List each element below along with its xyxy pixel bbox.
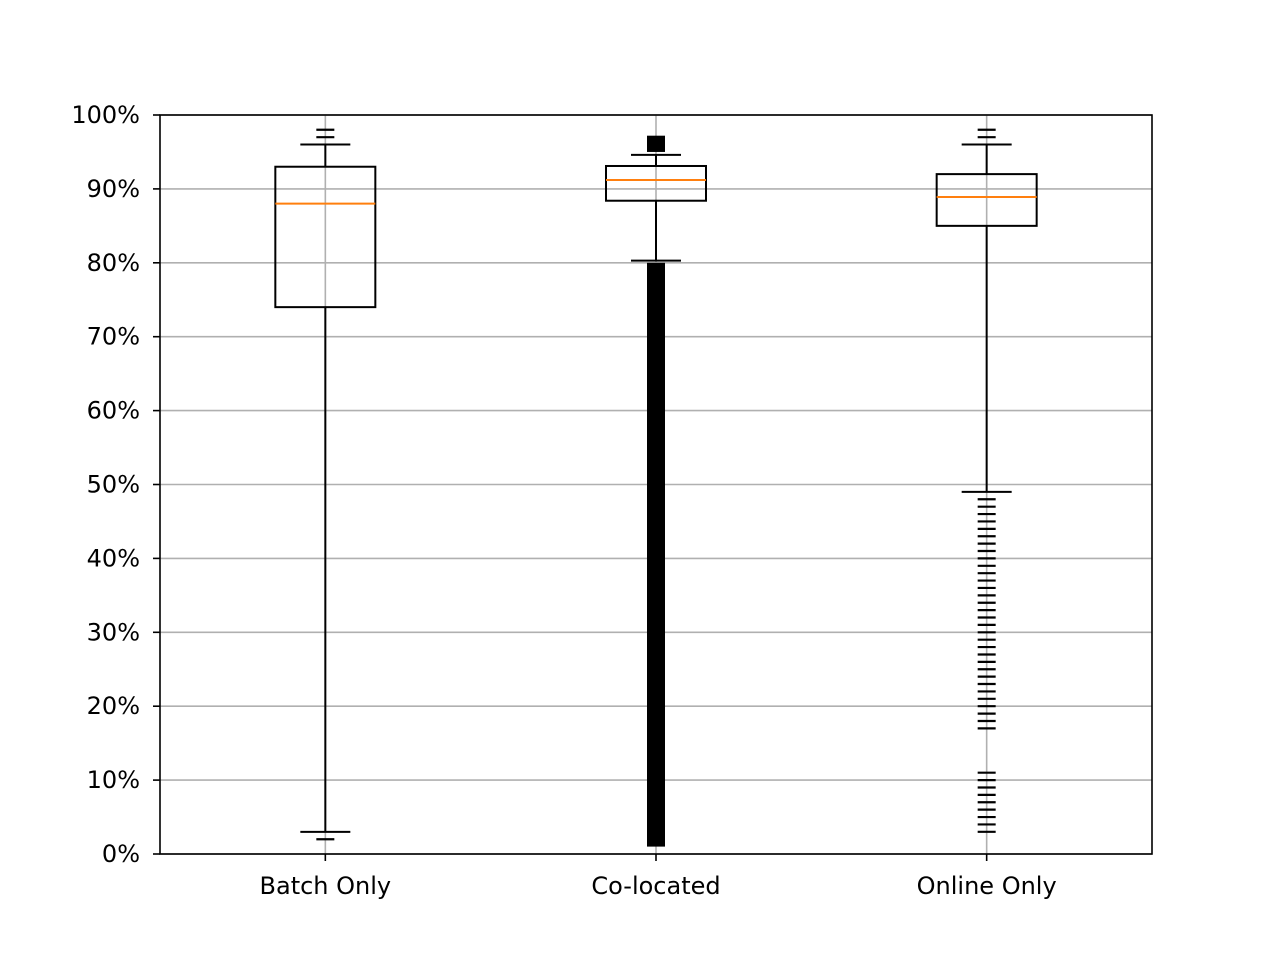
x-tick-label: Co-located [591,872,720,900]
y-axis: 0% 10% 20% 30% 40% 50% 60% 70% 80% 90% 100% [71,101,160,868]
interquartile-box [935,173,1038,227]
interquartile-box [274,165,377,309]
x-tick-label: Online Only [917,872,1057,900]
box-group [935,128,1038,833]
box-group [605,135,707,847]
box-group [274,128,377,841]
y-tick-label: 50% [87,471,140,499]
y-tick-label: 20% [87,692,140,720]
y-tick-label: 70% [87,323,140,351]
x-tick-label: Batch Only [260,872,392,900]
outlier-band [647,262,665,847]
y-tick-label: 0% [102,840,140,868]
y-tick-label: 60% [87,397,140,425]
y-tick-label: 80% [87,249,140,277]
outlier-band [647,135,665,152]
y-tick-label: 30% [87,618,140,646]
boxes [274,128,1038,847]
y-tick-label: 40% [87,544,140,572]
x-axis: Batch Only Co-located Online Only [260,854,1057,900]
y-tick-label: 90% [87,175,140,203]
y-tick-label: 10% [87,766,140,794]
interquartile-box [605,164,707,202]
y-tick-label: 100% [71,101,140,129]
